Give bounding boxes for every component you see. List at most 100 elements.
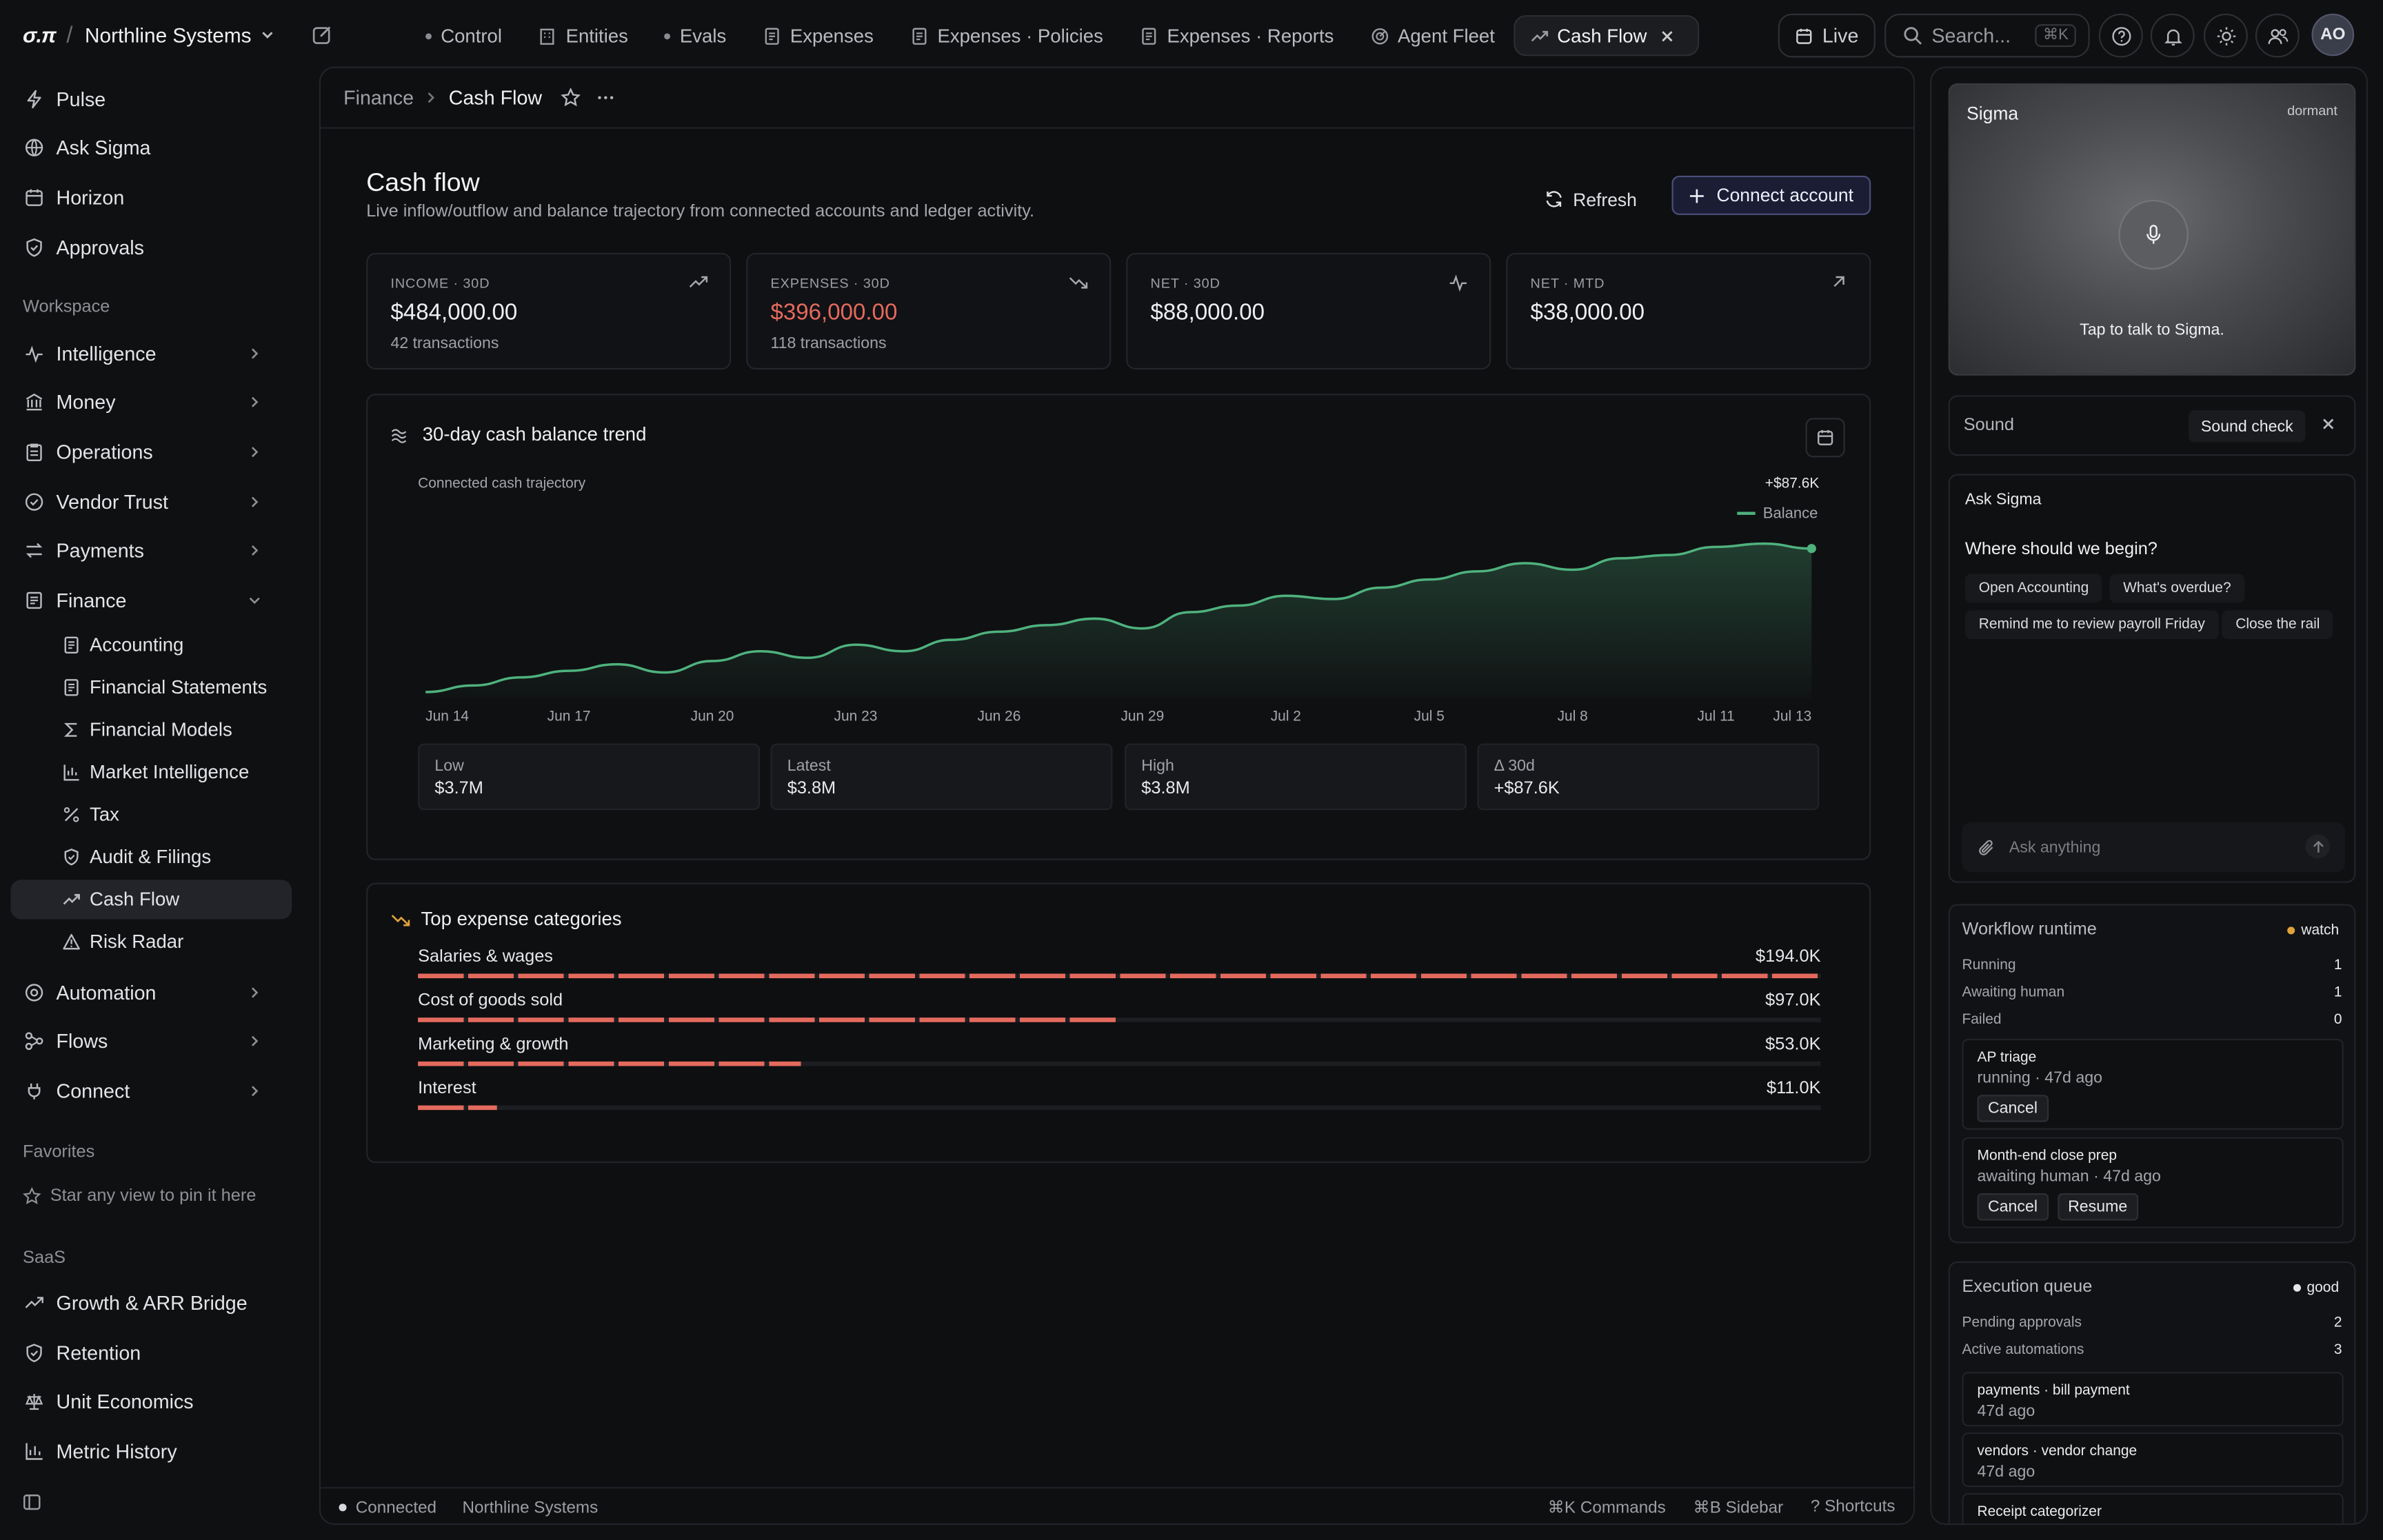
chevron-right-icon bbox=[243, 1084, 265, 1097]
paperclip-icon[interactable] bbox=[1978, 838, 1995, 856]
search-input[interactable]: Search... ⌘K bbox=[1884, 13, 2090, 58]
sidebar-item-money[interactable]: Money bbox=[10, 382, 292, 421]
queue-item[interactable]: payments · bill payment 47d ago bbox=[1962, 1372, 2344, 1427]
sidebar-item-retention[interactable]: Retention bbox=[10, 1333, 292, 1372]
sidebar-item-horizon[interactable]: Horizon bbox=[10, 177, 292, 216]
tab-expenses[interactable]: Expenses bbox=[745, 15, 892, 56]
org-switcher[interactable]: σ.π / Northline Systems bbox=[23, 22, 312, 48]
globe-icon bbox=[23, 137, 44, 157]
tab-cash-flow[interactable]: Cash Flow bbox=[1513, 14, 1699, 57]
sidebar-item-label: Ask Sigma bbox=[56, 135, 151, 159]
expenses-title: Top expense categories bbox=[421, 909, 622, 930]
tab-agent-fleet[interactable]: Agent Fleet bbox=[1352, 15, 1513, 56]
sidebar-item-label: Tax bbox=[90, 804, 119, 826]
sidebar-item-unit-economics[interactable]: Unit Economics bbox=[10, 1381, 292, 1420]
sidebar-item-label: Metric History bbox=[56, 1439, 177, 1462]
tab-evals[interactable]: Evals bbox=[646, 15, 744, 56]
sidebar-item-label: Operations bbox=[56, 440, 153, 463]
queue-item-title: Receipt categorizer bbox=[1977, 1503, 2102, 1521]
tab-entities[interactable]: Entities bbox=[520, 15, 646, 56]
sidebar-toggle-icon[interactable] bbox=[23, 1493, 41, 1511]
sidebar-item-tax[interactable]: Tax bbox=[10, 795, 292, 834]
sidebar-item-approvals[interactable]: Approvals bbox=[10, 227, 292, 267]
connect-account-button[interactable]: Connect account bbox=[1671, 175, 1871, 215]
sidebar-item-vendor-trust[interactable]: Vendor Trust bbox=[10, 482, 292, 521]
expense-bar-track bbox=[418, 1105, 1821, 1111]
close-icon[interactable] bbox=[1659, 28, 1674, 43]
avatar[interactable]: AO bbox=[2311, 13, 2355, 57]
commands-shortcut[interactable]: ⌘K Commands bbox=[1547, 1499, 1666, 1518]
sidebar-item-label: Risk Radar bbox=[90, 931, 184, 953]
date-range-button[interactable] bbox=[1805, 418, 1845, 458]
send-button[interactable] bbox=[2305, 834, 2330, 859]
badge-dot bbox=[2293, 1284, 2301, 1292]
chart-plot bbox=[425, 542, 1816, 698]
mic-button[interactable] bbox=[2118, 199, 2189, 270]
team-button[interactable] bbox=[2255, 13, 2300, 58]
kpi-label: EXPENSES · 30D bbox=[770, 275, 890, 291]
tab-control[interactable]: Control bbox=[408, 15, 521, 56]
ask-input[interactable]: Ask anything bbox=[1962, 822, 2345, 873]
mic-icon bbox=[2144, 224, 2162, 245]
sound-check-button[interactable]: Sound check bbox=[2188, 410, 2306, 443]
suggestion-chip[interactable]: What's overdue? bbox=[2109, 574, 2245, 603]
sidebar-item-pulse[interactable]: Pulse bbox=[10, 79, 292, 118]
tab-label: Expenses · Reports bbox=[1167, 25, 1334, 46]
compose-icon[interactable] bbox=[312, 24, 333, 45]
sidebar-item-flows[interactable]: Flows bbox=[10, 1021, 292, 1060]
suggestion-chip[interactable]: Open Accounting bbox=[1964, 574, 2103, 603]
sidebar-item-financial-statements[interactable]: Financial Statements bbox=[10, 668, 292, 707]
refresh-button[interactable]: Refresh bbox=[1544, 180, 1637, 218]
suggestion-chip[interactable]: Remind me to review payroll Friday bbox=[1964, 610, 2219, 640]
more-icon[interactable] bbox=[595, 88, 615, 108]
sidebar-item-operations[interactable]: Operations bbox=[10, 432, 292, 471]
suggestion-chip[interactable]: Close the rail bbox=[2222, 610, 2334, 640]
sidebar-item-financial-models[interactable]: Financial Models bbox=[10, 710, 292, 749]
voice-card[interactable]: Sigma dormant Tap to talk to Sigma. bbox=[1948, 83, 2356, 376]
help-button[interactable] bbox=[2098, 13, 2143, 58]
queue-item[interactable]: vendors · vendor change 47d ago bbox=[1962, 1432, 2344, 1488]
sidebar-item-automation[interactable]: Automation bbox=[10, 972, 292, 1011]
cancel-button[interactable]: Cancel bbox=[1977, 1193, 2049, 1221]
theme-toggle[interactable] bbox=[2203, 13, 2248, 58]
live-button[interactable]: Live bbox=[1778, 13, 1876, 58]
sidebar-item-connect[interactable]: Connect bbox=[10, 1071, 292, 1110]
sidebar-item-audit-filings[interactable]: Audit & Filings bbox=[10, 838, 292, 877]
sidebar-item-accounting[interactable]: Accounting bbox=[10, 625, 292, 665]
sidebar-item-finance[interactable]: Finance bbox=[10, 580, 292, 619]
balance-area bbox=[425, 543, 1812, 698]
queue-item-time: 47d ago bbox=[1977, 1463, 2035, 1481]
shortcuts-help[interactable]: ? Shortcuts bbox=[1810, 1497, 1896, 1516]
resume-button[interactable]: Resume bbox=[2057, 1193, 2138, 1221]
section-label-favorites: Favorites bbox=[23, 1143, 95, 1162]
close-icon[interactable] bbox=[2321, 416, 2336, 432]
breadcrumb-parent[interactable]: Finance bbox=[343, 86, 414, 110]
cancel-button[interactable]: Cancel bbox=[1977, 1095, 2049, 1122]
sidebar-item-payments[interactable]: Payments bbox=[10, 530, 292, 569]
kpi-card-income: INCOME · 30D $484,000.00 42 transactions bbox=[366, 252, 732, 369]
metric-value: 1 bbox=[2333, 957, 2342, 974]
connection-status: Connected bbox=[355, 1498, 437, 1517]
sidebar-item-intelligence[interactable]: Intelligence bbox=[10, 333, 292, 372]
sidebar-item-risk-radar[interactable]: Risk Radar bbox=[10, 922, 292, 962]
sidebar-shortcut[interactable]: ⌘B Sidebar bbox=[1693, 1499, 1784, 1518]
sidebar-item-label: Horizon bbox=[56, 185, 125, 209]
sidebar-item-market-intelligence[interactable]: Market Intelligence bbox=[10, 753, 292, 792]
notifications-button[interactable] bbox=[2150, 13, 2195, 58]
x-tick-label: Jun 29 bbox=[1120, 709, 1164, 725]
expenses-header: Top expense categories bbox=[390, 909, 622, 930]
queue-item[interactable]: Receipt categorizer bbox=[1962, 1492, 2344, 1523]
metric-row: Running 1 bbox=[1962, 957, 2342, 973]
sidebar-item-metric-history[interactable]: Metric History bbox=[10, 1431, 292, 1470]
sidebar-item-growth-arr-bridge[interactable]: Growth & ARR Bridge bbox=[10, 1283, 292, 1322]
sidebar-item-cash-flow[interactable]: Cash Flow bbox=[10, 880, 292, 920]
sidebar-item-label: Automation bbox=[56, 980, 157, 1004]
tab-expenses-reports[interactable]: Expenses · Reports bbox=[1121, 15, 1352, 56]
star-icon[interactable] bbox=[560, 88, 581, 108]
sidebar-item-label: Audit & Filings bbox=[90, 846, 212, 868]
execution-queue-card: Execution queue good Pending approvals 2 … bbox=[1948, 1261, 2356, 1523]
sidebar-item-ask-sigma[interactable]: Ask Sigma bbox=[10, 128, 292, 167]
kpi-meta: 118 transactions bbox=[770, 334, 887, 353]
expense-name: Cost of goods sold bbox=[418, 991, 563, 1011]
tab-expenses-policies[interactable]: Expenses · Policies bbox=[892, 15, 1121, 56]
